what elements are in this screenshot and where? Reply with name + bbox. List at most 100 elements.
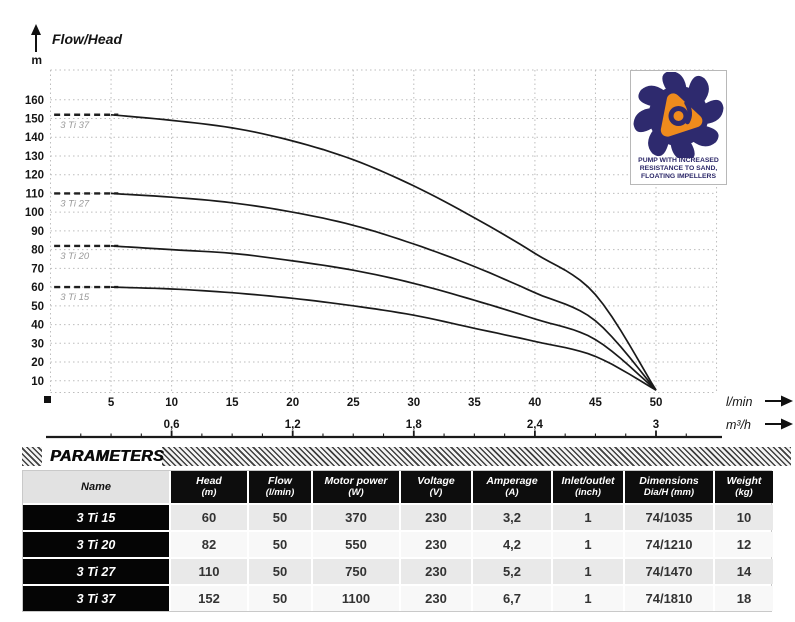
column-header-voltage: Voltage(V) <box>401 471 471 503</box>
table-cell: 82 <box>171 532 247 557</box>
y-tick-label: 120 <box>25 170 44 182</box>
y-axis-header: Flow/Head m <box>31 24 122 67</box>
pump-curve-chart: 3 Ti 37 3 Ti 27 3 Ti 20 3 Ti 15 160 150 140 13… <box>0 0 795 446</box>
curve-label: 3 Ti 20 <box>60 251 90 262</box>
x-tick-label-lmin: 40 <box>529 397 542 409</box>
x-tick-label-lmin: 45 <box>589 397 602 409</box>
table-cell: 50 <box>249 505 311 530</box>
column-header-unit: Dia/H (mm) <box>644 487 694 499</box>
table-cell: 74/1210 <box>625 532 713 557</box>
curve-3-ti-20 <box>111 246 656 390</box>
table-cell: 230 <box>401 586 471 611</box>
y-tick-label: 130 <box>25 151 44 163</box>
column-header-name: Name <box>23 471 169 503</box>
curve-label: 3 Ti 27 <box>60 198 90 209</box>
pump-datasheet-page: 3 Ti 373 Ti 273 Ti 203 Ti 15 16015014013… <box>0 0 795 622</box>
curve-3-ti-15 <box>111 287 656 390</box>
table-cell: 370 <box>313 505 399 530</box>
x-tick-label-lmin: 20 <box>286 397 299 409</box>
origin-marker <box>44 396 51 403</box>
row-name-3-ti-37: 3 Ti 37 <box>23 586 169 611</box>
column-header-label: Amperage <box>486 475 537 487</box>
parameters-table: NameHead(m)Flow(l/min)Motor power(W)Volt… <box>22 470 772 612</box>
x-axis-unit-m3h-label: m³/h <box>726 418 751 432</box>
curve-label: 3 Ti 37 <box>60 120 90 131</box>
y-tick-label: 110 <box>25 188 44 200</box>
row-name-3-ti-20: 3 Ti 20 <box>23 532 169 557</box>
column-header-label: Voltage <box>417 475 455 487</box>
x-tick-label-lmin: 10 <box>165 397 178 409</box>
table-cell: 3,2 <box>473 505 551 530</box>
y-tick-label: 70 <box>31 263 44 275</box>
flow-head-axis-arrowhead-icon <box>31 24 41 35</box>
table-cell: 110 <box>171 559 247 584</box>
column-header-label: Name <box>81 481 111 493</box>
axis-ticks: 160 150 140 130 120 110 100 90 80 70 60 50 40 30 20 10 5… <box>25 95 686 438</box>
column-header-flow: Flow(l/min) <box>249 471 311 503</box>
column-header-label: Motor power <box>325 475 388 487</box>
table-cell: 1 <box>553 505 623 530</box>
table-cell: 152 <box>171 586 247 611</box>
table-cell: 1 <box>553 559 623 584</box>
y-tick-label: 160 <box>25 95 44 107</box>
pump-curves: 3 Ti 37 3 Ti 27 3 Ti 20 3 Ti 15 <box>54 115 656 390</box>
table-cell: 1 <box>553 532 623 557</box>
logo-caption-line1: PUMP WITH INCREASED <box>631 157 726 165</box>
logo-caption: PUMP WITH INCREASED RESISTANCE TO SAND, … <box>631 157 726 181</box>
table-cell: 1 <box>553 586 623 611</box>
x-tick-label-lmin: 15 <box>226 397 239 409</box>
x-tick-label-lmin: 50 <box>650 397 663 409</box>
x-tick-label-m3h: 0,6 <box>164 419 180 431</box>
table-cell: 74/1470 <box>625 559 713 584</box>
column-header-label: Dimensions <box>639 475 699 487</box>
y-axis-unit-label: m <box>31 53 42 67</box>
column-header-motor-power: Motor power(W) <box>313 471 399 503</box>
y-tick-label: 50 <box>31 301 44 313</box>
y-tick-label: 40 <box>31 320 44 332</box>
brand-logo: PUMP WITH INCREASED RESISTANCE TO SAND, … <box>630 70 727 185</box>
table-cell: 6,7 <box>473 586 551 611</box>
column-header-unit: (l/min) <box>266 487 295 499</box>
table-cell: 50 <box>249 532 311 557</box>
column-header-unit: (W) <box>348 487 363 499</box>
column-header-dimensions: DimensionsDia/H (mm) <box>625 471 713 503</box>
x-tick-label-lmin: 25 <box>347 397 360 409</box>
x-tick-label-lmin: 30 <box>407 397 420 409</box>
y-tick-label: 150 <box>25 114 44 126</box>
logo-caption-line2: RESISTANCE TO SAND, <box>631 165 726 173</box>
parameters-title-box: PARAMETERS <box>42 447 162 466</box>
y-tick-label: 60 <box>31 282 44 294</box>
column-header-unit: (m) <box>202 487 217 499</box>
column-header-unit: (V) <box>430 487 443 499</box>
table-cell: 230 <box>401 532 471 557</box>
column-header-head: Head(m) <box>171 471 247 503</box>
x-axis-units: l/min m³/h <box>726 395 793 432</box>
y-tick-label: 30 <box>31 338 44 350</box>
table-cell: 50 <box>249 559 311 584</box>
x-axis-unit-lmin-label: l/min <box>726 395 752 409</box>
y-tick-label: 140 <box>25 132 44 144</box>
x-tick-label-m3h: 1,2 <box>285 419 301 431</box>
x-tick-label-lmin: 35 <box>468 397 481 409</box>
table-cell: 50 <box>249 586 311 611</box>
y-tick-label: 80 <box>31 245 44 257</box>
y-tick-label: 100 <box>25 207 44 219</box>
table-cell: 550 <box>313 532 399 557</box>
x-tick-label-m3h: 2,4 <box>527 419 544 431</box>
column-header-inlet-outlet: Inlet/outlet(inch) <box>553 471 623 503</box>
column-header-label: Flow <box>268 475 292 487</box>
row-name-3-ti-27: 3 Ti 27 <box>23 559 169 584</box>
logo-caption-line3: FLOATING IMPELLERS <box>631 173 726 181</box>
column-header-label: Weight <box>727 475 762 487</box>
column-header-unit: (A) <box>505 487 518 499</box>
curve-label: 3 Ti 15 <box>60 292 90 303</box>
parameters-section-band: PARAMETERS <box>22 447 791 466</box>
column-header-unit: (kg) <box>735 487 752 499</box>
table-cell: 18 <box>715 586 773 611</box>
column-header-weight: Weight(kg) <box>715 471 773 503</box>
column-header-label: Inlet/outlet <box>561 475 614 487</box>
column-header-amperage: Amperage(A) <box>473 471 551 503</box>
y-tick-label: 90 <box>31 226 44 238</box>
x-tick-label-m3h: 1,8 <box>406 419 423 431</box>
row-name-3-ti-15: 3 Ti 15 <box>23 505 169 530</box>
